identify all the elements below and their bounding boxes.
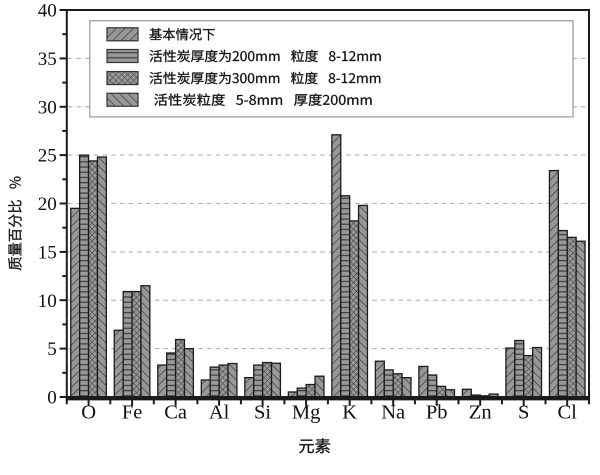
- svg-text:O: O: [81, 401, 96, 423]
- svg-text:5: 5: [47, 339, 57, 360]
- svg-text:25: 25: [38, 146, 57, 167]
- svg-text:K: K: [342, 401, 357, 423]
- svg-text:Cl: Cl: [558, 401, 578, 423]
- svg-text:Zn: Zn: [469, 401, 492, 423]
- svg-text:35: 35: [38, 49, 57, 70]
- svg-text:0: 0: [47, 388, 57, 409]
- svg-text:30: 30: [38, 97, 57, 118]
- svg-text:15: 15: [38, 243, 57, 264]
- svg-text:Na: Na: [381, 401, 405, 423]
- svg-text:Ca: Ca: [164, 401, 187, 423]
- svg-text:10: 10: [38, 291, 57, 312]
- svg-text:Si: Si: [254, 401, 271, 423]
- svg-text:40: 40: [38, 1, 57, 22]
- svg-text:Pb: Pb: [426, 401, 448, 423]
- svg-text:S: S: [518, 401, 529, 423]
- svg-text:Al: Al: [209, 401, 230, 423]
- svg-text:Fe: Fe: [122, 401, 143, 423]
- svg-text:20: 20: [38, 194, 57, 215]
- svg-text:Mg: Mg: [292, 401, 320, 423]
